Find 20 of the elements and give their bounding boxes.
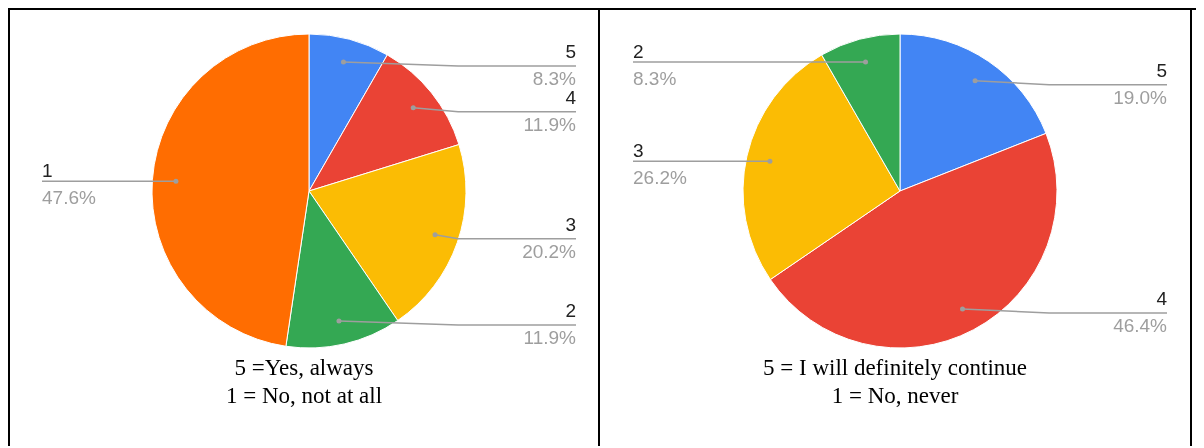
data-label: 8.3% (633, 68, 677, 90)
data-label: 11.9% (523, 327, 577, 349)
slice-label: 2 (633, 41, 644, 63)
data-label: 26.2% (633, 167, 687, 189)
text: 5 = I will definitely continue (763, 354, 1027, 382)
slice-label: 3 (633, 140, 644, 162)
slice-label: 4 (1156, 287, 1168, 309)
slice-label: 5 (1156, 59, 1167, 81)
slice-label: 2 (565, 300, 576, 322)
data-label: 19.0% (1113, 86, 1168, 108)
data-label: 47.6% (42, 187, 96, 209)
slice-label: 3 (565, 213, 576, 235)
text: 1 = No, not at all (225, 382, 383, 410)
slice-label: 5 (565, 41, 576, 63)
data-label: 46.4% (1113, 314, 1168, 336)
data-label: 20.2% (522, 240, 577, 262)
slice-label: 1 (42, 160, 53, 182)
text: 5 =Yes, always (233, 354, 375, 382)
text: 1 = No, never (830, 382, 960, 410)
data-label: 11.9% (523, 113, 577, 135)
